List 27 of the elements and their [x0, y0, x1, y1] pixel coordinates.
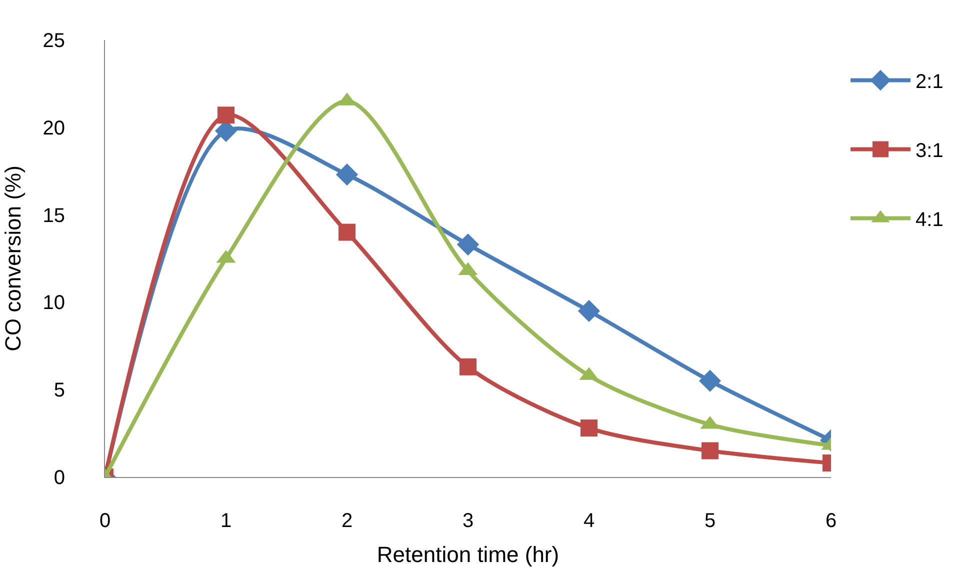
x-tick-label: 0: [99, 510, 111, 532]
x-tick-label: 2: [341, 510, 353, 532]
y-tick-label: 20: [42, 117, 65, 140]
point: [218, 106, 234, 124]
legend-label: 2:1: [916, 71, 944, 94]
point: [702, 442, 718, 460]
point: [336, 164, 358, 186]
point: [460, 358, 476, 376]
legend-label: 3:1: [916, 140, 944, 162]
legend-label: 4:1: [916, 209, 944, 232]
y-tick-label: 15: [42, 204, 65, 227]
point: [698, 370, 722, 392]
point: [580, 420, 598, 437]
x-tick-label: 4: [583, 510, 595, 532]
point: [456, 233, 480, 256]
x-tick-label: 3: [462, 510, 474, 532]
y-tick-label: 25: [42, 30, 65, 52]
y-tick-label: 5: [54, 380, 65, 402]
y-axis-title: CO conversion (%): [0, 166, 26, 352]
y-tick-label: 10: [42, 292, 65, 314]
point: [338, 224, 356, 241]
point: [578, 300, 600, 322]
y-tick-label: 0: [54, 467, 65, 489]
x-axis-title: Retention time (hr): [376, 542, 560, 567]
x-tick-label: 6: [825, 510, 837, 532]
x-tick-label: 5: [704, 510, 716, 532]
x-tick-label: 1: [220, 510, 232, 532]
